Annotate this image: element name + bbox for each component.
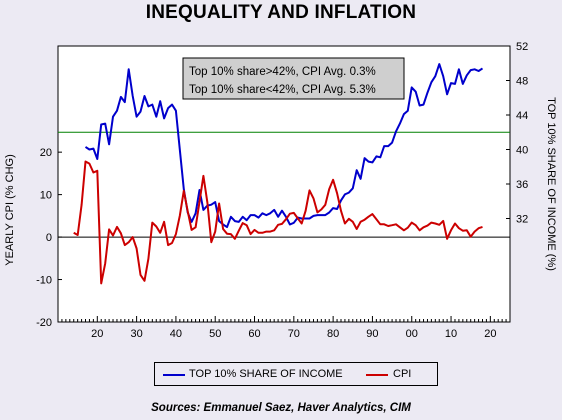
y-axis-right-label: TOP 10% SHARE OF INCOME (%) — [545, 97, 557, 271]
y-right-tick-label: 36 — [516, 179, 528, 191]
x-tick-label: 40 — [170, 328, 182, 340]
y-right-tick-label: 52 — [516, 41, 528, 53]
x-tick-label: 60 — [248, 328, 260, 340]
annotation-box: Top 10% share>42%, CPI Avg. 0.3% Top 10%… — [182, 57, 405, 100]
annotation-line-1: Top 10% share>42%, CPI Avg. 0.3% — [189, 66, 376, 78]
series-layer — [73, 63, 484, 285]
y-left-tick-label: 0 — [46, 232, 52, 244]
y-left-tick-label: -20 — [36, 317, 52, 329]
x-tick-label: 30 — [130, 328, 142, 340]
y-right-tick-label: 48 — [516, 76, 528, 88]
series-line-top10-share — [84, 63, 484, 229]
y-left-tick-label: 20 — [40, 147, 52, 159]
annotation-line-2: Top 10% share<42%, CPI Avg. 5.3% — [189, 84, 376, 96]
y-left-tick-label: -10 — [36, 275, 52, 287]
y-right-tick-label: 40 — [516, 145, 528, 157]
y-right-tick-label: 32 — [516, 214, 528, 226]
legend-label-income: TOP 10% SHARE OF INCOME — [189, 368, 343, 380]
x-tick-label: 20 — [484, 328, 496, 340]
x-tick-label: 20 — [91, 328, 103, 340]
x-tick-label: 70 — [288, 328, 300, 340]
ticks-layer: -20 -10 0 10 20 32 36 40 44 48 52 20 30 40 50 60 70 80 90 0… — [36, 41, 528, 340]
series-line-cpi — [73, 160, 483, 285]
x-tick-label: 90 — [366, 328, 378, 340]
legend-swatch-income — [163, 374, 185, 376]
legend: TOP 10% SHARE OF INCOME CPI — [154, 362, 438, 386]
y-right-tick-label: 44 — [516, 110, 528, 122]
legend-label-cpi: CPI — [393, 368, 412, 380]
y-axis-left-label: YEARLY CPI (% CHG) — [4, 154, 16, 265]
x-tick-label: 50 — [209, 328, 221, 340]
chart-title: INEQUALITY AND INFLATION — [145, 2, 417, 23]
x-tick-label: 80 — [327, 328, 339, 340]
x-tick-label: 00 — [406, 328, 418, 340]
sources-note: Sources: Emmanuel Saez, Haver Analytics,… — [151, 402, 411, 414]
legend-swatch-cpi — [366, 374, 388, 376]
x-tick-label: 10 — [445, 328, 457, 340]
y-left-tick-label: 10 — [40, 190, 52, 202]
